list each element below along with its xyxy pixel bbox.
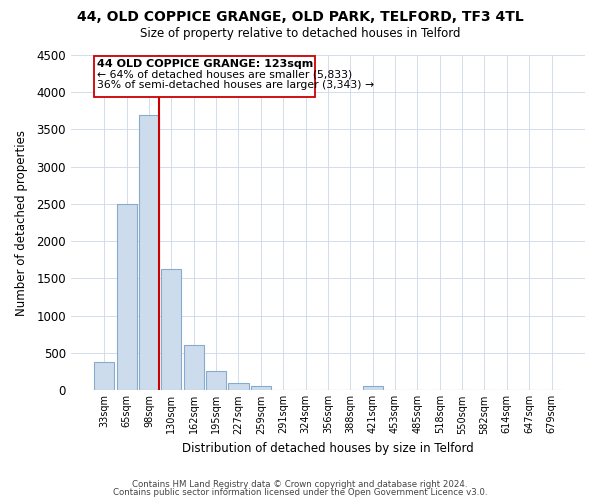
Bar	[116, 204, 137, 390]
Bar	[94, 362, 115, 390]
Bar	[161, 268, 181, 390]
FancyBboxPatch shape	[94, 56, 315, 98]
Text: Contains HM Land Registry data © Crown copyright and database right 2024.: Contains HM Land Registry data © Crown c…	[132, 480, 468, 489]
Bar	[251, 386, 271, 390]
Text: 44, OLD COPPICE GRANGE, OLD PARK, TELFORD, TF3 4TL: 44, OLD COPPICE GRANGE, OLD PARK, TELFOR…	[77, 10, 523, 24]
Text: Contains public sector information licensed under the Open Government Licence v3: Contains public sector information licen…	[113, 488, 487, 497]
Y-axis label: Number of detached properties: Number of detached properties	[15, 130, 28, 316]
Text: ← 64% of detached houses are smaller (5,833): ← 64% of detached houses are smaller (5,…	[97, 70, 352, 80]
X-axis label: Distribution of detached houses by size in Telford: Distribution of detached houses by size …	[182, 442, 474, 455]
Text: 44 OLD COPPICE GRANGE: 123sqm: 44 OLD COPPICE GRANGE: 123sqm	[97, 58, 313, 68]
Bar	[139, 114, 159, 390]
Bar	[184, 346, 204, 390]
Bar	[206, 372, 226, 390]
Text: 36% of semi-detached houses are larger (3,343) →: 36% of semi-detached houses are larger (…	[97, 80, 374, 90]
Text: Size of property relative to detached houses in Telford: Size of property relative to detached ho…	[140, 28, 460, 40]
Bar	[362, 386, 383, 390]
Bar	[229, 382, 248, 390]
